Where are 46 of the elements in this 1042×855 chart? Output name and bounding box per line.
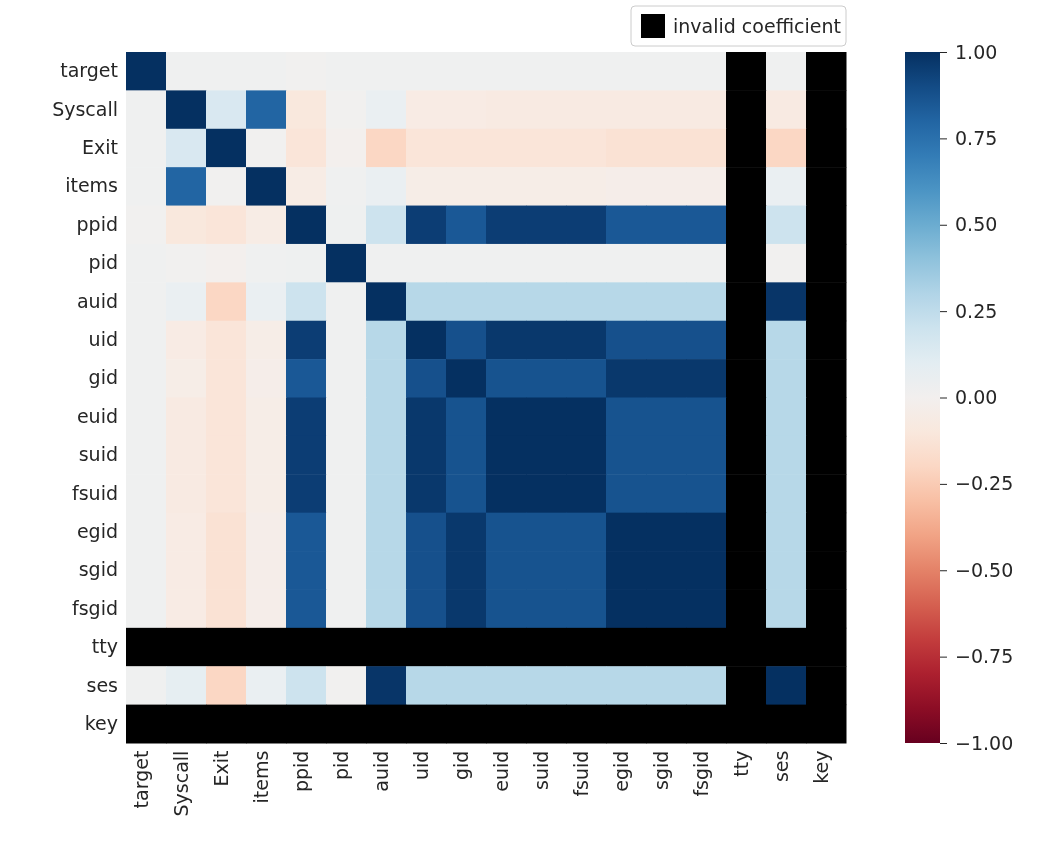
y-tick-label: fsuid bbox=[72, 481, 118, 504]
x-tick-label: fsgid bbox=[690, 750, 713, 797]
y-tick-label: egid bbox=[76, 519, 118, 542]
color-bar-label: 0.00 bbox=[955, 386, 998, 409]
y-tick-label: fsgid bbox=[72, 596, 118, 619]
y-tick-label: Syscall bbox=[52, 97, 118, 120]
y-tick-label: ppid bbox=[76, 212, 118, 235]
y-tick-label: suid bbox=[78, 443, 118, 466]
y-tick-label: Exit bbox=[82, 136, 118, 159]
x-tick-label: auid bbox=[370, 750, 393, 792]
x-tick-label: key bbox=[810, 750, 833, 784]
x-tick-label: Exit bbox=[210, 750, 233, 787]
color-bar-label: −1.00 bbox=[955, 731, 1014, 754]
x-tick-label: fsuid bbox=[570, 750, 593, 797]
legend-title: invalid coefficient bbox=[673, 15, 841, 37]
x-tick-label: Syscall bbox=[170, 750, 193, 817]
y-tick-label: target bbox=[60, 59, 118, 82]
x-tick-label: uid bbox=[410, 750, 433, 780]
y-tick-label: items bbox=[65, 174, 118, 197]
x-tick-label: tty bbox=[730, 750, 753, 777]
y-tick-label: tty bbox=[91, 635, 118, 658]
y-tick-label: ses bbox=[86, 673, 118, 696]
color-bar-label: −0.75 bbox=[955, 645, 1014, 668]
color-bar-label: 0.50 bbox=[955, 213, 998, 236]
x-tick-label: egid bbox=[610, 750, 633, 792]
color-bar-label: 0.25 bbox=[955, 299, 998, 322]
y-tick-label: pid bbox=[88, 251, 118, 274]
y-tick-label: gid bbox=[88, 366, 118, 389]
y-tick-label: uid bbox=[88, 328, 118, 350]
color-bar-label: 1.00 bbox=[955, 40, 998, 63]
x-tick-label: sgid bbox=[650, 750, 673, 790]
y-tick-label: auid bbox=[76, 289, 118, 312]
x-tick-label: suid bbox=[530, 750, 553, 790]
color-bar-label: 0.75 bbox=[955, 126, 998, 149]
x-tick-label: ses bbox=[770, 750, 793, 783]
y-tick-label: euid bbox=[76, 404, 118, 427]
y-tick-label: key bbox=[84, 711, 118, 734]
x-tick-label: euid bbox=[490, 750, 513, 792]
x-tick-label: gid bbox=[450, 750, 473, 781]
key-box: invalid coefficient bbox=[630, 5, 847, 47]
y-tick-label: sgid bbox=[78, 558, 118, 581]
color-bar-label: −0.50 bbox=[955, 558, 1014, 581]
x-tick-label: ppid bbox=[290, 750, 313, 793]
x-tick-label: items bbox=[250, 750, 273, 804]
x-tick-label: pid bbox=[330, 750, 353, 781]
color-bar-label: −0.25 bbox=[955, 472, 1014, 495]
